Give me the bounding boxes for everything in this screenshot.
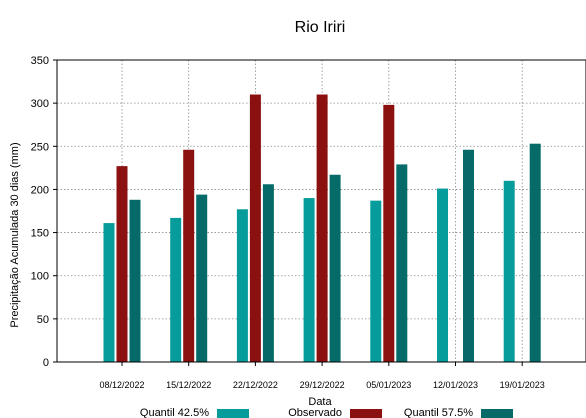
bar-quantil-57: [262, 184, 274, 362]
bar-quantil-42: [103, 223, 115, 362]
bar-quantil-57: [463, 149, 474, 362]
bar-observado: [383, 104, 395, 363]
bar-observado: [183, 149, 195, 362]
legend: Quantil 42.5% Observado Quantil 57.5%: [140, 407, 513, 418]
bar-quantil-42: [303, 198, 315, 362]
legend-swatch: [350, 409, 382, 418]
legend-label: Quantil 42.5%: [140, 407, 209, 418]
x-tick-label: 05/01/2023: [366, 380, 411, 390]
chart-title: Rio Iriri: [295, 19, 346, 36]
bar-observado: [116, 166, 128, 362]
y-tick-label: 200: [31, 184, 49, 196]
legend-swatch: [481, 409, 513, 418]
y-tick-label: 100: [31, 271, 49, 283]
plot-border: [56, 59, 586, 363]
x-tick-label: 15/12/2022: [166, 380, 211, 390]
bar-quantil-57: [529, 143, 541, 362]
x-tick-label: 12/01/2023: [433, 380, 478, 390]
bar-quantil-42: [236, 209, 248, 362]
y-tick-labels: 0 50 100 150 200 250 300 350: [31, 55, 49, 369]
legend-label: Observado: [288, 407, 342, 418]
legend-swatch: [217, 409, 249, 418]
bar-quantil-42: [370, 200, 382, 362]
bar-quantil-57: [196, 194, 208, 362]
bar-observado: [249, 94, 261, 362]
x-tick-labels: 08/12/2022 15/12/2022 22/12/2022 29/12/2022…: [99, 380, 544, 390]
bar-quantil-42: [437, 188, 448, 362]
y-axis-label: Precipitação Acumulada 30 dias (mm): [9, 142, 21, 327]
bar-quantil-57: [396, 164, 408, 362]
x-tick-label: 19/01/2023: [500, 380, 545, 390]
y-tick-label: 150: [31, 228, 49, 240]
legend-label: Quantil 57.5%: [404, 407, 473, 418]
bar-quantil-42: [170, 217, 182, 362]
y-tick-label: 300: [31, 98, 49, 110]
x-axis-label: Data: [308, 396, 332, 408]
bar-quantil-57: [329, 174, 341, 362]
bar-marks: [103, 94, 541, 363]
x-tick-label: 29/12/2022: [300, 380, 345, 390]
x-tick-label: 22/12/2022: [233, 380, 278, 390]
y-tick-label: 50: [37, 314, 49, 326]
y-tick-label: 350: [31, 55, 49, 67]
bar-quantil-57: [129, 199, 141, 362]
plot-frame: [53, 59, 586, 366]
y-tick-label: 250: [31, 141, 49, 153]
bar-quantil-42: [503, 180, 515, 362]
bar-observado: [316, 94, 328, 362]
x-tick-label: 08/12/2022: [99, 380, 144, 390]
y-tick-label: 0: [43, 357, 49, 369]
